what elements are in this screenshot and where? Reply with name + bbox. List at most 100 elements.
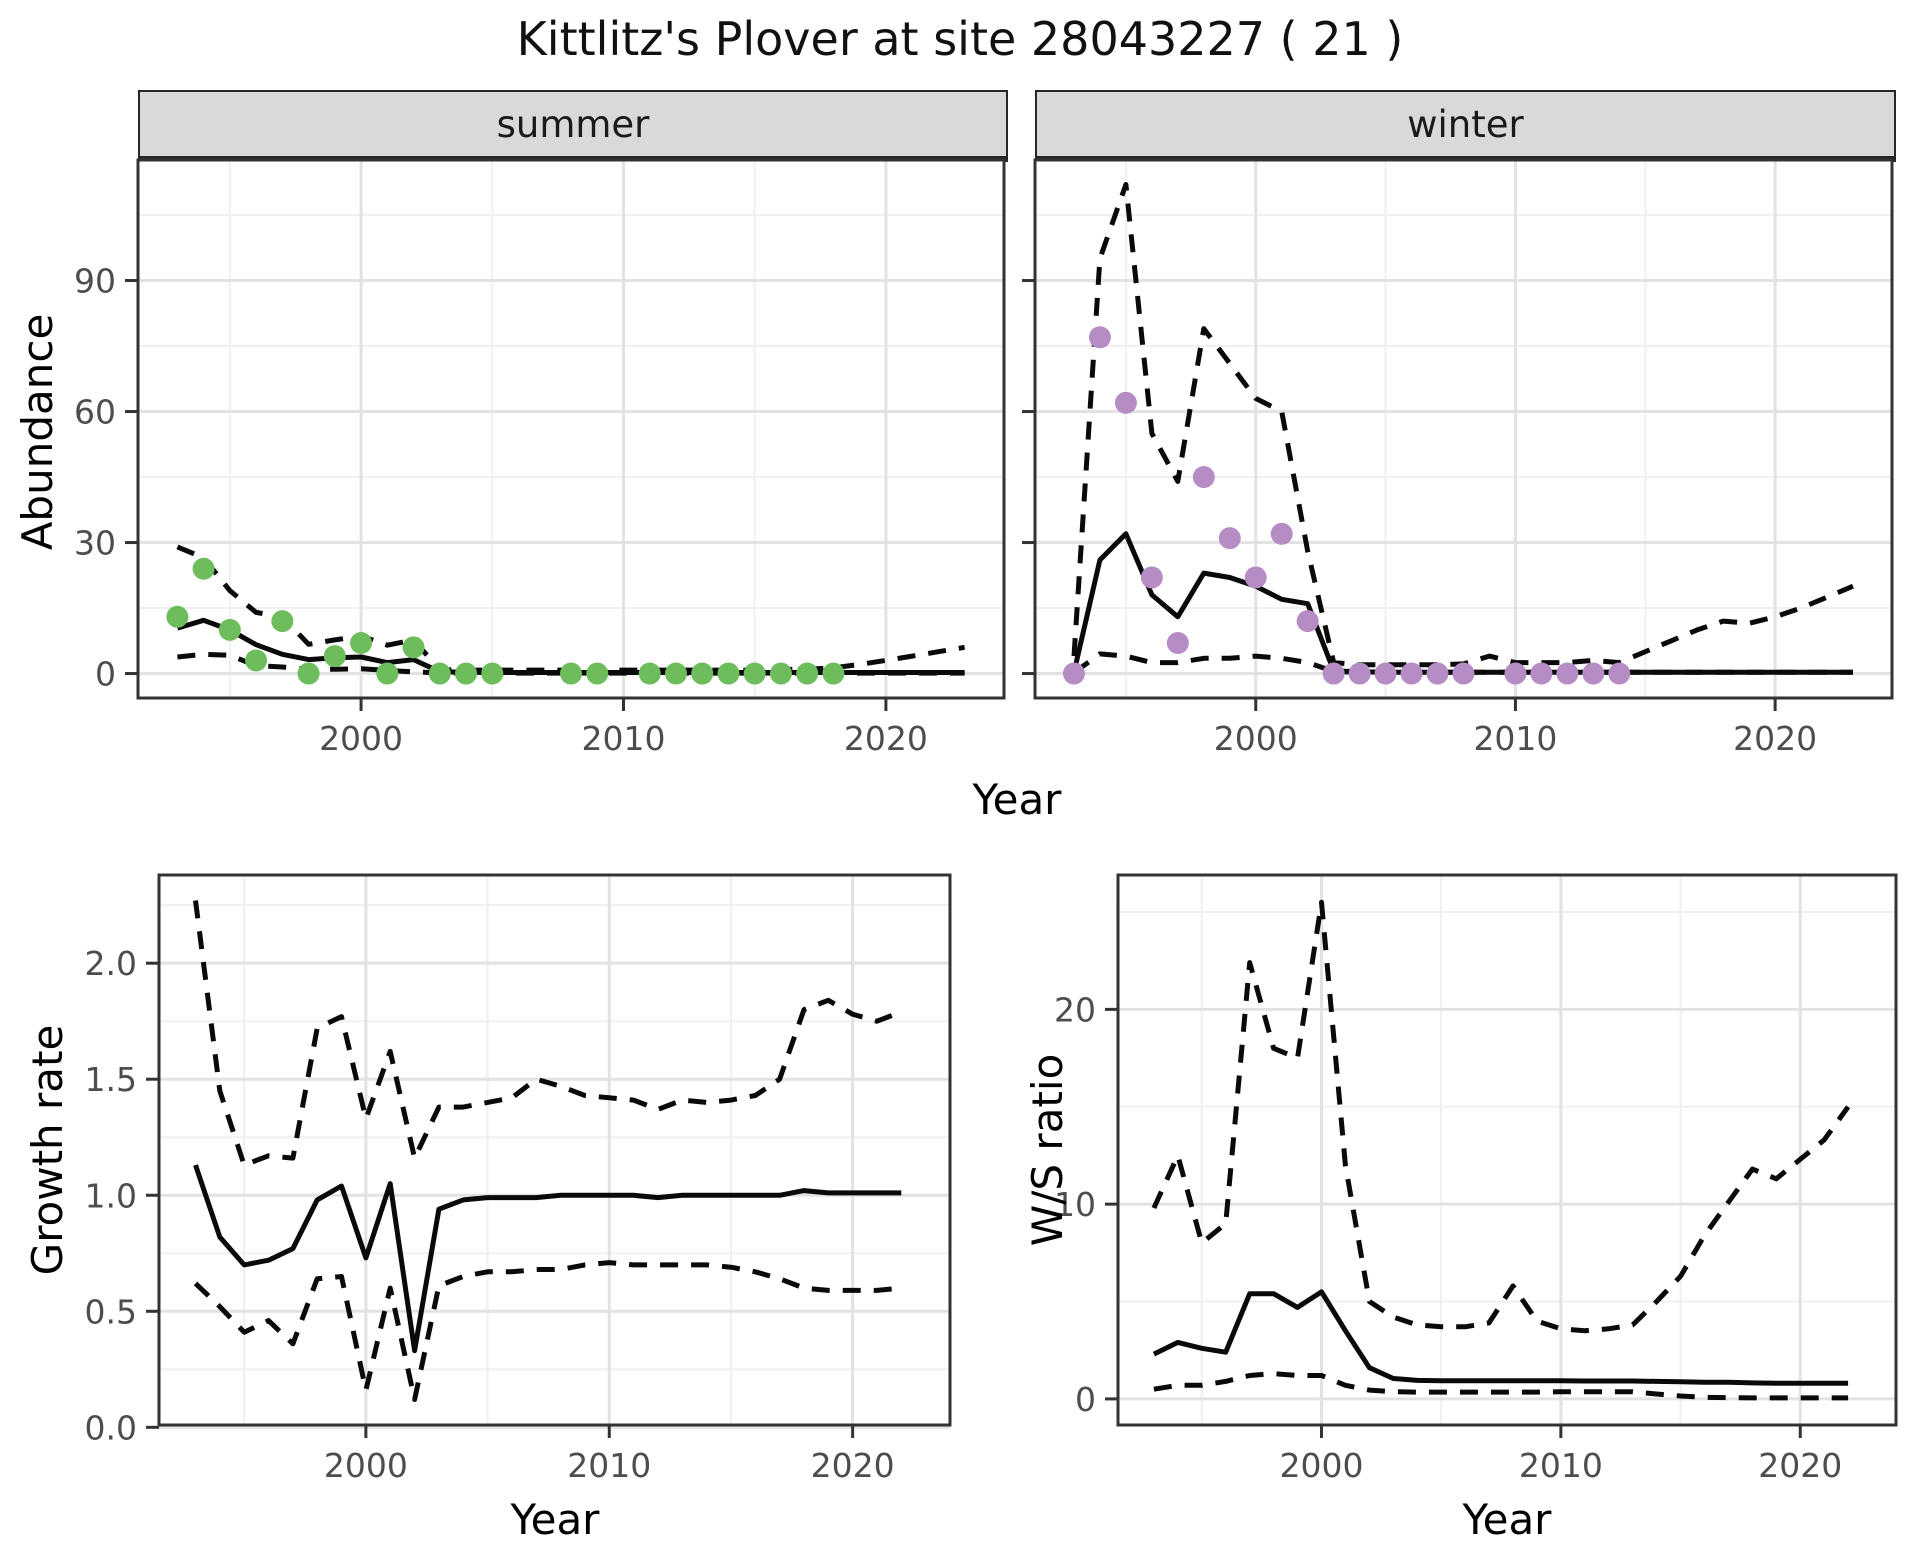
abundance-summer-point-1997 <box>271 610 294 633</box>
x-axis-title-year-top: Year <box>972 775 1062 824</box>
chart-title: Kittlitz's Plover at site 28043227 ( 21 … <box>516 12 1404 66</box>
ws-ratio-upper-95ci-line <box>1151 899 1851 1334</box>
abundance-summer-y-tick-label: 30 <box>74 524 116 563</box>
abundance-winter-point-2003 <box>1322 662 1345 685</box>
growth-rate-x-tick-label: 2010 <box>567 1446 651 1485</box>
abundance-summer-point-2016 <box>769 662 792 685</box>
abundance-summer-point-2013 <box>691 662 714 685</box>
ws-ratio-panel: 2000 2010 2020 0 10 20 <box>1054 873 1898 1485</box>
abundance-winter-x-tick-label: 2020 <box>1733 719 1817 758</box>
abundance-summer-y-axis: 0 30 60 90 <box>74 262 138 694</box>
abundance-summer-point-2005 <box>481 662 504 685</box>
growth-rate-y-tick-label: 1.0 <box>85 1176 137 1215</box>
abundance-winter-point-2010 <box>1504 662 1527 685</box>
growth-rate-y-tick-label: 0.5 <box>85 1292 137 1331</box>
facet-strip-summer: summer <box>138 90 1008 162</box>
facet-strip-summer-label: summer <box>496 102 650 146</box>
abundance-winter-point-2006 <box>1400 662 1423 685</box>
abundance-summer-point-2004 <box>455 662 478 685</box>
abundance-summer-point-2002 <box>402 636 425 659</box>
abundance-winter-x-tick-label: 2010 <box>1473 719 1557 758</box>
ws-ratio-grid-major <box>1118 875 1896 1425</box>
growth-rate-x-tick-label: 2000 <box>324 1446 408 1485</box>
abundance-summer-panel: 2000 2010 2020 0 30 60 90 <box>74 158 1006 758</box>
growth-rate-y-tick-label: 2.0 <box>85 944 137 983</box>
abundance-winter-point-2002 <box>1296 610 1319 633</box>
ws-ratio-x-axis: 2000 2010 2020 <box>1279 1425 1842 1485</box>
abundance-winter-point-2004 <box>1348 662 1371 685</box>
facet-strip-winter: winter <box>1035 90 1896 162</box>
abundance-winter-observed-counts-points <box>1062 326 1631 685</box>
abundance-winter-x-axis: 2000 2010 2020 <box>1214 698 1817 758</box>
abundance-summer-grid-minor <box>138 160 1004 698</box>
abundance-summer-point-2001 <box>376 662 399 685</box>
abundance-summer-point-1999 <box>323 645 346 668</box>
abundance-winter-point-1997 <box>1166 631 1189 654</box>
ws-ratio-lower-95ci-line <box>1153 1371 1849 1401</box>
growth-rate-grid-major <box>159 875 950 1429</box>
growth-rate-panel: 2000 2010 2020 0.0 0.5 1.0 1.5 2.0 <box>85 873 952 1485</box>
ws-ratio-x-tick-label: 2010 <box>1519 1446 1603 1485</box>
abundance-summer-point-2018 <box>822 662 845 685</box>
growth-rate-grid-minor <box>159 875 950 1425</box>
growth-rate-lower-95ci-line <box>193 1260 902 1402</box>
abundance-winter-point-2013 <box>1582 662 1605 685</box>
abundance-summer-point-2014 <box>717 662 740 685</box>
abundance-summer-x-tick-label: 2020 <box>844 719 928 758</box>
abundance-summer-point-2017 <box>796 662 819 685</box>
abundance-summer-y-tick-label: 0 <box>95 655 116 694</box>
abundance-winter-grid-minor <box>1035 160 1892 698</box>
abundance-summer-point-1998 <box>297 662 320 685</box>
ws-ratio-y-tick-label: 0 <box>1075 1380 1096 1419</box>
abundance-summer-point-2008 <box>560 662 582 685</box>
abundance-summer-point-2009 <box>586 662 609 685</box>
ws-ratio-median-line <box>1152 1289 1849 1386</box>
abundance-winter-y-axis <box>1022 279 1035 676</box>
ws-ratio-y-tick-label: 20 <box>1054 990 1096 1029</box>
abundance-winter-point-2005 <box>1374 662 1397 685</box>
x-axis-title-year-bottom-right: Year <box>1462 1495 1552 1544</box>
ws-ratio-x-tick-label: 2000 <box>1279 1446 1363 1485</box>
growth-rate-upper-95ci-line <box>193 900 903 1168</box>
abundance-summer-x-tick-label: 2010 <box>581 719 665 758</box>
abundance-winter-panel: 2000 2010 2020 <box>1022 158 1894 758</box>
abundance-winter-point-2011 <box>1530 662 1553 685</box>
abundance-summer-observed-counts-points <box>166 557 845 685</box>
ws-ratio-y-tick-label: 10 <box>1054 1185 1096 1224</box>
abundance-summer-point-1996 <box>245 649 268 672</box>
abundance-winter-point-2014 <box>1608 662 1631 685</box>
abundance-summer-point-1995 <box>218 618 241 641</box>
abundance-summer-point-1993 <box>166 605 189 628</box>
growth-rate-x-tick-label: 2020 <box>811 1446 895 1485</box>
abundance-winter-point-1999 <box>1218 527 1241 550</box>
abundance-winter-point-2012 <box>1556 662 1579 685</box>
abundance-summer-point-2003 <box>428 662 451 685</box>
abundance-summer-point-2011 <box>638 662 661 685</box>
abundance-winter-point-1994 <box>1088 326 1111 349</box>
growth-rate-y-tick-label: 1.5 <box>85 1060 137 1099</box>
abundance-winter-point-2007 <box>1426 662 1449 685</box>
abundance-winter-x-tick-label: 2000 <box>1214 719 1298 758</box>
abundance-summer-point-1994 <box>192 557 215 580</box>
abundance-summer-point-2000 <box>350 631 373 654</box>
growth-rate-y-axis: 0.0 0.5 1.0 1.5 2.0 <box>85 944 159 1447</box>
abundance-summer-x-axis: 2000 2010 2020 <box>319 698 928 758</box>
ws-ratio-x-tick-label: 2020 <box>1758 1446 1842 1485</box>
facet-strip-winter-label: winter <box>1407 102 1524 146</box>
growth-rate-y-tick-label: 0.0 <box>85 1408 137 1447</box>
abundance-winter-point-2000 <box>1244 566 1267 589</box>
growth-rate-x-axis: 2000 2010 2020 <box>324 1425 895 1485</box>
y-axis-title-ws-ratio: W/S ratio <box>1023 1053 1072 1247</box>
abundance-winter-point-1995 <box>1114 391 1137 414</box>
y-axis-title-growth-rate: Growth rate <box>23 1024 72 1276</box>
y-axis-title-abundance: Abundance <box>13 313 62 551</box>
abundance-winter-point-1993 <box>1062 662 1085 685</box>
abundance-summer-y-tick-label: 60 <box>74 393 116 432</box>
x-axis-title-year-bottom-left: Year <box>510 1495 600 1544</box>
abundance-winter-point-1998 <box>1192 466 1215 489</box>
abundance-summer-point-2015 <box>743 662 766 685</box>
growth-rate-median-line <box>193 1164 902 1354</box>
abundance-summer-point-2012 <box>664 662 687 685</box>
abundance-winter-point-2001 <box>1270 522 1293 545</box>
